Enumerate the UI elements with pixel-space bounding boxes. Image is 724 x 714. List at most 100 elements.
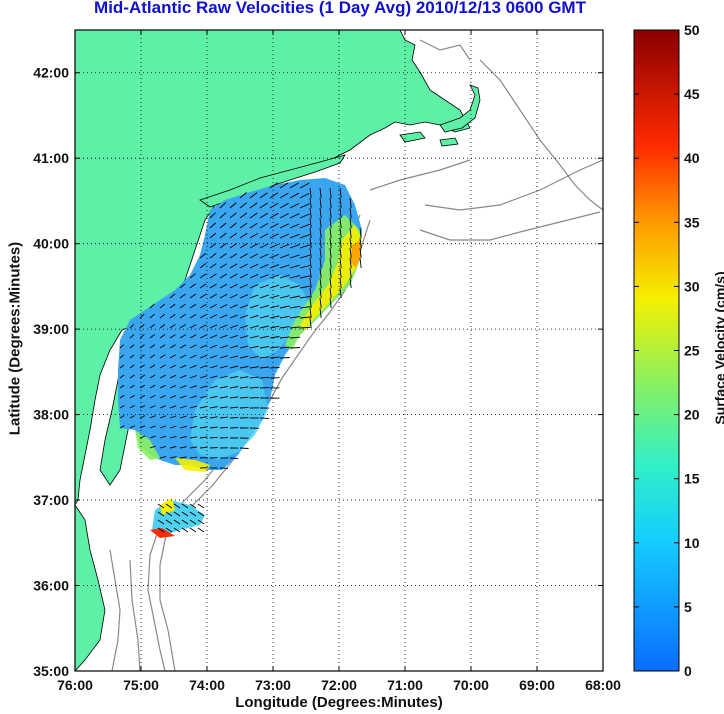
velocity-arrow (209, 406, 218, 409)
y-tick-label: 39:00 (33, 321, 69, 337)
velocity-arrow (219, 324, 228, 329)
x-tick-label: 74:00 (189, 677, 225, 693)
velocity-arrow (269, 356, 280, 359)
velocity-arrow (239, 355, 249, 359)
velocity-arrow (159, 445, 167, 449)
velocity-arrow (259, 356, 270, 359)
velocity-arrow (329, 227, 332, 238)
velocity-arrow (219, 273, 228, 279)
velocity-arrow (169, 425, 177, 429)
velocity-light-region (190, 370, 268, 460)
velocity-arrow (189, 354, 197, 359)
velocity-arrow (339, 247, 342, 258)
gridlines (75, 30, 603, 671)
velocity-arrow (249, 376, 259, 379)
velocity-arrow (189, 283, 197, 289)
velocity-arrow (309, 187, 312, 198)
velocity-arrow (149, 344, 156, 349)
velocity-arrow (219, 253, 227, 259)
velocity-arrow (149, 384, 156, 389)
velocity-arrow (249, 386, 259, 389)
x-tick-label: 70:00 (453, 677, 489, 693)
velocity-arrow (309, 317, 312, 328)
velocity-arrow (209, 273, 217, 279)
velocity-arrow (349, 237, 352, 248)
velocity-arrow (259, 294, 269, 299)
velocity-arrow (199, 283, 207, 289)
velocity-arrow (269, 212, 279, 219)
velocity-arrow (319, 277, 322, 288)
velocity-arrow (209, 324, 218, 329)
x-tick-label: 76:00 (57, 677, 93, 693)
velocity-arrow (249, 212, 258, 219)
colorbar-tick-label: 10 (684, 535, 700, 551)
velocity-arrow (229, 416, 239, 419)
velocity-arrow (129, 405, 135, 409)
velocity-arrow (209, 355, 218, 359)
velocity-arrow (259, 325, 270, 329)
velocity-arrow (289, 347, 301, 349)
velocity-arrow (229, 243, 238, 249)
velocity-arrow (209, 314, 218, 319)
velocity-arrow (219, 304, 228, 309)
velocity-arrow (179, 374, 187, 379)
velocity-arrow (209, 416, 218, 419)
velocity-arrow (209, 365, 218, 369)
velocity-arrow (249, 397, 259, 399)
velocity-arrow (239, 386, 249, 389)
velocity-arrow (139, 324, 145, 329)
velocity-arrow (159, 354, 166, 359)
velocity-arrow (349, 247, 352, 258)
velocity-arrow (119, 374, 125, 379)
velocity-arrow (159, 374, 166, 379)
velocity-arrow (309, 227, 312, 238)
velocity-arrow (279, 274, 290, 279)
velocity-arrow (339, 227, 342, 238)
velocity-arrow (169, 324, 176, 329)
velocity-vectors (119, 182, 362, 533)
velocity-arrow (319, 227, 322, 238)
velocity-arrow (279, 254, 290, 259)
velocity-arrow (249, 294, 259, 299)
velocity-arrow (329, 187, 332, 198)
velocity-arrow (219, 334, 228, 339)
velocity-arrow (239, 253, 248, 259)
velocity-arrow (179, 456, 187, 459)
x-tick-label: 75:00 (123, 677, 159, 693)
velocity-arrow (173, 527, 181, 533)
velocity-arrow (159, 334, 166, 339)
velocity-arrow (249, 325, 259, 329)
velocity-coverage (118, 178, 362, 470)
velocity-arrow (239, 304, 249, 309)
velocity-arrow (149, 334, 155, 339)
velocity-arrow (319, 297, 322, 308)
velocity-arrow (219, 202, 227, 209)
velocity-arrow (309, 287, 312, 298)
velocity-arrow (179, 425, 187, 429)
velocity-arrow (339, 207, 342, 218)
velocity-arrow (179, 344, 187, 349)
velocity-arrow (209, 334, 218, 339)
x-tick-label: 68:00 (585, 677, 621, 693)
cape-cod (439, 84, 481, 133)
velocity-arrow (209, 222, 217, 229)
velocity-arrow (349, 197, 352, 208)
velocity-arrow (149, 415, 156, 419)
outer-banks (75, 504, 106, 671)
velocity-arrow (229, 345, 239, 349)
velocity-arrow (139, 425, 146, 429)
velocity-arrow (239, 283, 248, 289)
velocity-arrow (209, 293, 217, 299)
colorbar-tick-label: 20 (684, 407, 700, 423)
x-axis-label: Longitude (Degrees:Minutes) (235, 694, 443, 711)
velocity-arrow (349, 277, 352, 288)
velocity-arrow (189, 436, 198, 439)
velocity-arrow (239, 314, 249, 319)
velocity-arrow (209, 395, 218, 399)
velocity-arrow (259, 233, 269, 239)
velocity-arrow (339, 197, 342, 208)
velocity-arrow (179, 324, 187, 329)
velocity-arrow (179, 395, 187, 399)
velocity-arrow (269, 274, 280, 279)
